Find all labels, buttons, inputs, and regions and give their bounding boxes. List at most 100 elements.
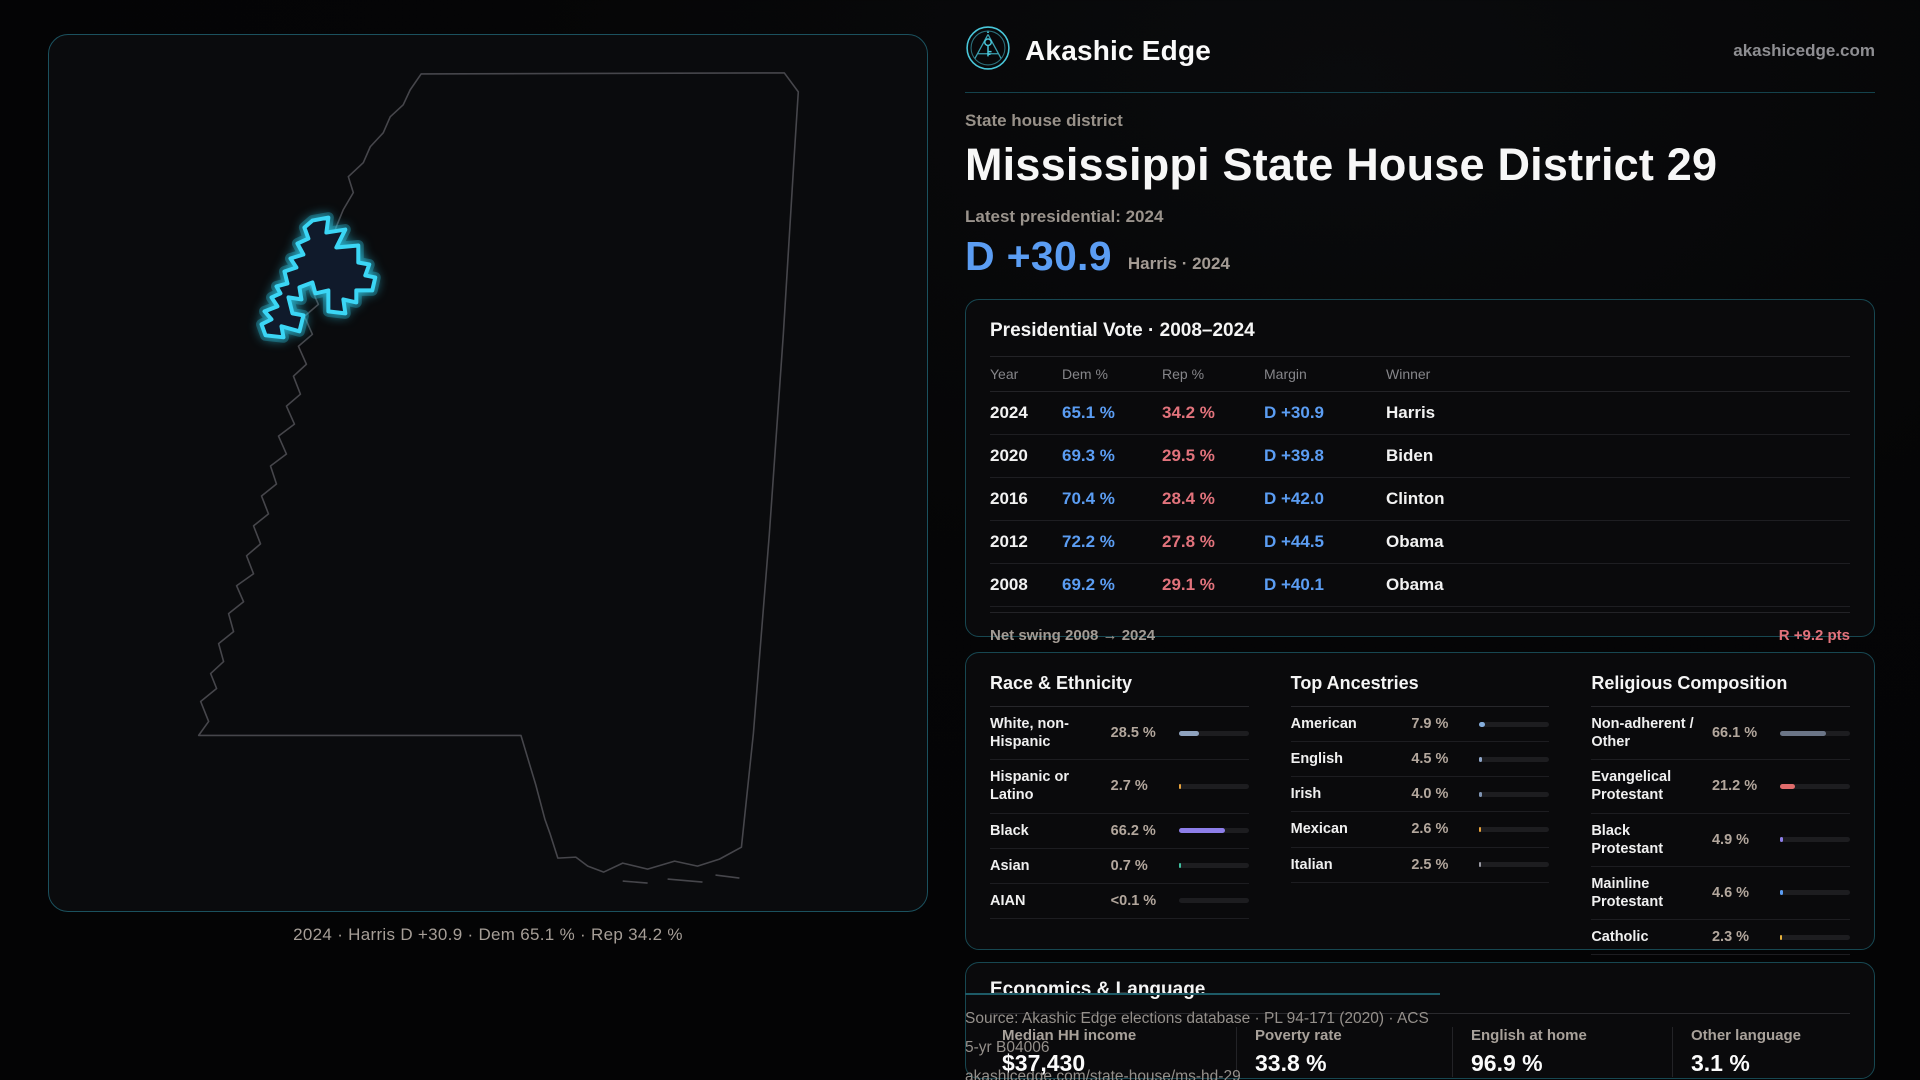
demo-bar-fill <box>1479 826 1482 832</box>
district-type-eyebrow: State house district <box>965 111 1123 130</box>
econ-stat-label: Other language <box>1691 1027 1802 1044</box>
econ-stat-value: $37,430 <box>1002 1050 1086 1076</box>
pv-year: 2008 <box>990 575 1028 594</box>
pv-year: 2020 <box>990 446 1028 465</box>
demo-row: American 7.9 % <box>1290 707 1550 743</box>
demo-bar-fill <box>1779 890 1783 896</box>
demo-bar-fill <box>1178 828 1225 834</box>
demo-label: White, non-Hispanic <box>990 716 1069 751</box>
demo-row: White, non-Hispanic 28.5 % <box>990 707 1249 761</box>
pv-dem: 70.4 % <box>1062 489 1115 508</box>
demo-label: Black <box>990 822 1029 839</box>
pv-dem: 69.3 % <box>1062 446 1115 465</box>
site-domain-link[interactable]: akashicedge.com <box>1733 40 1875 60</box>
econ-stat-value: 33.8 % <box>1255 1050 1327 1076</box>
demo-bar-track <box>1779 890 1850 896</box>
demo-value: 66.2 % <box>1110 822 1156 839</box>
source-url[interactable]: akashicedge.com/state-house/ms-hd-29 <box>965 1068 1241 1080</box>
akashic-edge-logo-icon <box>965 25 1011 76</box>
pv-winner: Obama <box>1386 532 1444 551</box>
pv-year: 2024 <box>990 403 1028 422</box>
col-header-dem: Dem % <box>1062 366 1108 382</box>
demo-row: Mexican 2.6 % <box>1290 812 1550 848</box>
col-header-year: Year <box>990 366 1019 382</box>
demo-bar-fill <box>1479 756 1483 762</box>
pv-margin: D +40.1 <box>1264 575 1325 594</box>
demo-value: 0.7 % <box>1110 857 1148 874</box>
col-header-rep: Rep % <box>1162 366 1205 382</box>
pv-margin: D +42.0 <box>1264 489 1325 508</box>
district-shape <box>259 215 378 340</box>
page-title: Mississippi State House District 29 <box>965 139 1718 190</box>
pv-winner: Clinton <box>1386 489 1445 508</box>
economics-language-panel: Economics & Language Median HH income $37… <box>965 962 1875 1079</box>
econ-stat: Poverty rate 33.8 % <box>1236 1027 1452 1077</box>
presidential-table-header: Year Dem % Rep % Margin Winner <box>990 356 1850 392</box>
demo-bar-track <box>1779 837 1850 843</box>
religious-composition-column: Religious Composition Non-adherent / Oth… <box>1591 673 1850 956</box>
headline-margin-sub: Harris · 2024 <box>1127 254 1230 273</box>
demo-label: Hispanic or Latino <box>990 769 1069 804</box>
pv-rep: 29.5 % <box>1162 446 1215 465</box>
demo-row: Italian 2.5 % <box>1290 848 1550 883</box>
demo-label: Asian <box>990 857 1030 874</box>
pv-dem: 72.2 % <box>1062 532 1115 551</box>
demo-value: 4.6 % <box>1711 884 1750 901</box>
economics-stats-grid: Median HH income $37,430 Poverty rate 33.8 … <box>990 1027 1874 1077</box>
presidential-vote-panel: Presidential Vote · 2008–2024 Year Dem %… <box>965 299 1875 644</box>
top-ancestries-column: Top Ancestries American 7.9 % English 4.5 %… <box>1290 673 1550 955</box>
demo-row: Non-adherent / Other 66.1 % <box>1591 707 1850 761</box>
presidential-row: 2016 70.4 % 28.4 % D +42.0 Clinton <box>990 478 1850 521</box>
demo-label: Evangelical Protestant <box>1591 769 1672 804</box>
demo-value: 66.1 % <box>1711 725 1758 742</box>
demo-row: Black Protestant 4.9 % <box>1591 814 1850 867</box>
pv-rep: 27.8 % <box>1162 532 1215 551</box>
demo-value: 2.7 % <box>1110 778 1148 795</box>
pv-margin: D +30.9 <box>1264 403 1325 422</box>
presidential-row: 2024 65.1 % 34.2 % D +30.9 Harris <box>990 392 1850 435</box>
demo-bar-track <box>1178 730 1249 736</box>
net-swing-value: R +9.2 pts <box>1778 627 1850 644</box>
demo-bar-track <box>1479 756 1550 762</box>
demo-bar-track <box>1779 783 1850 789</box>
demo-label: Catholic <box>1591 929 1649 945</box>
pv-winner: Harris <box>1386 403 1436 422</box>
pv-rep: 34.2 % <box>1162 403 1215 422</box>
economics-divider <box>990 1013 1850 1014</box>
district-map-card <box>48 34 928 912</box>
demographics-panel: Race & Ethnicity White, non-Hispanic 28.5… <box>965 652 1875 956</box>
top-ancestries-title: Top Ancestries <box>1290 673 1550 707</box>
race-ethnicity-list: White, non-Hispanic 28.5 % Hispanic or Lat… <box>990 707 1249 919</box>
detail-column: Akashic Edge akashicedge.com State house… <box>965 0 1875 1080</box>
demo-bar-track <box>1479 791 1550 797</box>
demo-label: Irish <box>1290 786 1322 803</box>
demo-label: American <box>1290 716 1357 732</box>
religious-composition-title: Religious Composition <box>1591 673 1850 707</box>
source-line: Source: Akashic Edge elections database … <box>965 1010 1429 1056</box>
brand-name: Akashic Edge <box>1025 34 1212 66</box>
demo-value: 4.9 % <box>1711 831 1750 848</box>
net-swing-row: Net swing 2008 → 2024 R +9.2 pts <box>990 612 1850 644</box>
econ-stat: Median HH income $37,430 <box>990 1027 1236 1077</box>
demo-value: 4.5 % <box>1411 751 1449 768</box>
pv-winner: Obama <box>1386 575 1444 594</box>
col-header-margin: Margin <box>1264 366 1307 382</box>
demo-bar-fill <box>1779 783 1795 789</box>
pv-year: 2012 <box>990 532 1028 551</box>
demo-label: Mexican <box>1290 821 1348 838</box>
brand-home-link[interactable]: Akashic Edge <box>965 25 1211 76</box>
demo-row: Evangelical Protestant 21.2 % <box>1591 760 1850 814</box>
demo-bar-track <box>1779 934 1850 940</box>
econ-stat-value: 3.1 % <box>1691 1050 1750 1076</box>
headline-margin-value: D +30.9 <box>965 233 1112 279</box>
econ-stat-value: 96.9 % <box>1471 1050 1543 1076</box>
pv-winner: Biden <box>1386 446 1434 465</box>
mississippi-map <box>197 72 800 884</box>
econ-stat: English at home 96.9 % <box>1452 1027 1672 1077</box>
pv-dem: 65.1 % <box>1062 403 1115 422</box>
econ-stat-label: Median HH income <box>1002 1027 1137 1044</box>
econ-stat-label: English at home <box>1471 1027 1587 1044</box>
presidential-panel-title: Presidential Vote · 2008–2024 <box>990 320 1255 341</box>
pv-year: 2016 <box>990 489 1028 508</box>
state-outline <box>197 72 800 873</box>
